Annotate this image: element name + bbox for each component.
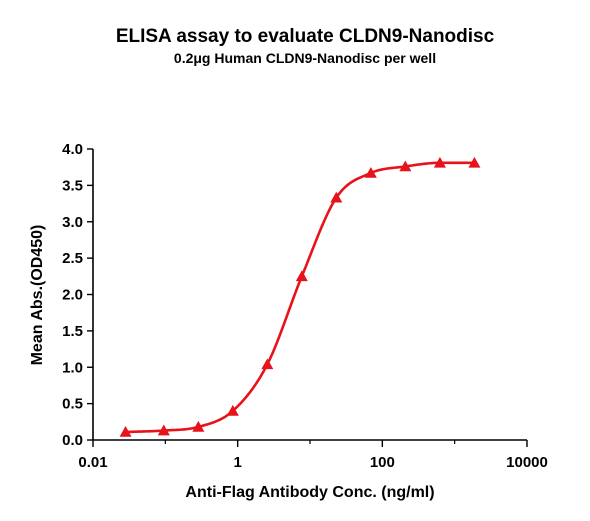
y-tick-label: 2.0 [62, 287, 83, 304]
x-tick-label: 100 [370, 454, 395, 471]
y-tick-label: 0.0 [62, 432, 83, 449]
data-point-marker [295, 270, 308, 282]
y-tick-label: 0.5 [62, 396, 83, 413]
data-point-marker [433, 156, 446, 168]
data-point-marker [330, 191, 343, 203]
data-point-marker [119, 425, 132, 437]
data-point-marker [261, 358, 274, 370]
y-tick-label: 1.0 [62, 359, 83, 376]
x-tick-label: 10000 [506, 454, 548, 471]
chart-title: ELISA assay to evaluate CLDN9-Nanodisc [116, 26, 495, 47]
data-point-marker [157, 424, 170, 436]
y-axis-label: Mean Abs.(OD450) [29, 225, 46, 366]
fit-curve [125, 161, 475, 434]
data-point-marker [364, 167, 377, 178]
data-point-marker [468, 156, 481, 168]
y-tick-label: 3.0 [62, 214, 83, 231]
data-point-marker [226, 404, 239, 416]
x-tick-label: 1 [233, 454, 241, 471]
y-tick-label: 1.5 [62, 323, 83, 340]
y-tick-label: 4.0 [62, 141, 83, 158]
x-axis-ticks: 0.01 1 100 10000 [78, 440, 548, 471]
data-point-marker [192, 420, 205, 432]
x-tick-label: 0.01 [78, 454, 107, 471]
y-tick-label: 3.5 [62, 177, 83, 194]
plot-area: 0.0 0.5 1.0 1.5 2.0 2.5 3.0 3.5 4.0 0.01 1 100 1000… [62, 141, 548, 471]
data-markers [119, 156, 481, 437]
y-tick-label: 2.5 [62, 250, 83, 267]
y-axis-ticks: 0.0 0.5 1.0 1.5 2.0 2.5 3.0 3.5 4.0 [62, 141, 93, 449]
data-point-marker [399, 160, 412, 172]
x-axis-label: Anti-Flag Antibody Conc. (ng/ml) [185, 484, 434, 501]
chart-subtitle: 0.2μg Human CLDN9-Nanodisc per well [174, 50, 436, 66]
